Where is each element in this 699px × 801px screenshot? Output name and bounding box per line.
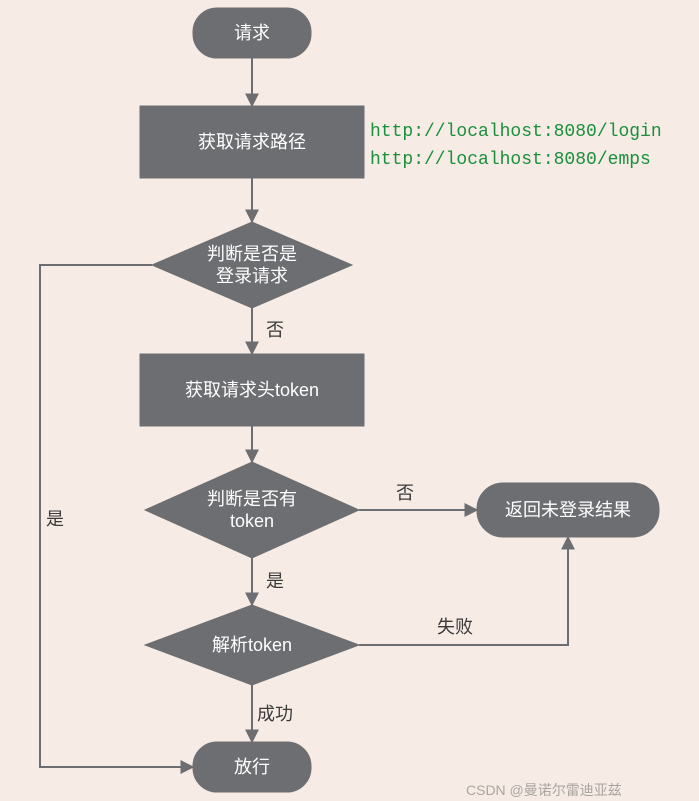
node-label-is_login-2: 登录请求 bbox=[216, 266, 288, 286]
node-get_token: 获取请求头token bbox=[140, 354, 364, 426]
flowchart-canvas: 否是否是失败成功请求获取请求路径判断是否是登录请求获取请求头token判断是否有… bbox=[0, 0, 699, 801]
node-pass: 放行 bbox=[193, 742, 311, 792]
node-label-get_path: 获取请求路径 bbox=[198, 132, 306, 152]
node-has_token: 判断是否有token bbox=[145, 462, 359, 558]
node-label-has_token-1: 判断是否有 bbox=[207, 489, 297, 509]
edge-label-e4: 是 bbox=[46, 509, 64, 529]
node-start: 请求 bbox=[193, 8, 311, 58]
node-get_path: 获取请求路径 bbox=[140, 106, 364, 178]
node-parse_token: 解析token bbox=[145, 605, 359, 685]
edge-label-e7: 是 bbox=[266, 571, 284, 591]
node-label-pass: 放行 bbox=[234, 757, 270, 777]
edge-label-e3: 否 bbox=[266, 320, 284, 340]
node-label-is_login-1: 判断是否是 bbox=[207, 244, 297, 264]
node-is_login: 判断是否是登录请求 bbox=[152, 222, 352, 308]
node-label-start: 请求 bbox=[234, 23, 270, 43]
watermark: CSDN @曼诺尔雷迪亚兹 bbox=[466, 780, 622, 800]
edge-label-e9: 成功 bbox=[257, 704, 293, 724]
edge-label-e6: 否 bbox=[396, 483, 414, 503]
watermark-text: CSDN @曼诺尔雷迪亚兹 bbox=[466, 782, 622, 798]
node-not_logged: 返回未登录结果 bbox=[477, 483, 659, 537]
node-label-parse_token: 解析token bbox=[212, 635, 292, 655]
node-label-get_token: 获取请求头token bbox=[185, 380, 319, 400]
edge-label-e8: 失败 bbox=[437, 617, 473, 637]
node-label-has_token-2: token bbox=[230, 511, 274, 531]
flowchart-svg: 否是否是失败成功请求获取请求路径判断是否是登录请求获取请求头token判断是否有… bbox=[0, 0, 699, 801]
node-label-not_logged: 返回未登录结果 bbox=[505, 500, 631, 520]
annotation-url-0: http://localhost:8080/login bbox=[370, 122, 662, 142]
annotation-url-1: http://localhost:8080/emps bbox=[370, 150, 651, 170]
